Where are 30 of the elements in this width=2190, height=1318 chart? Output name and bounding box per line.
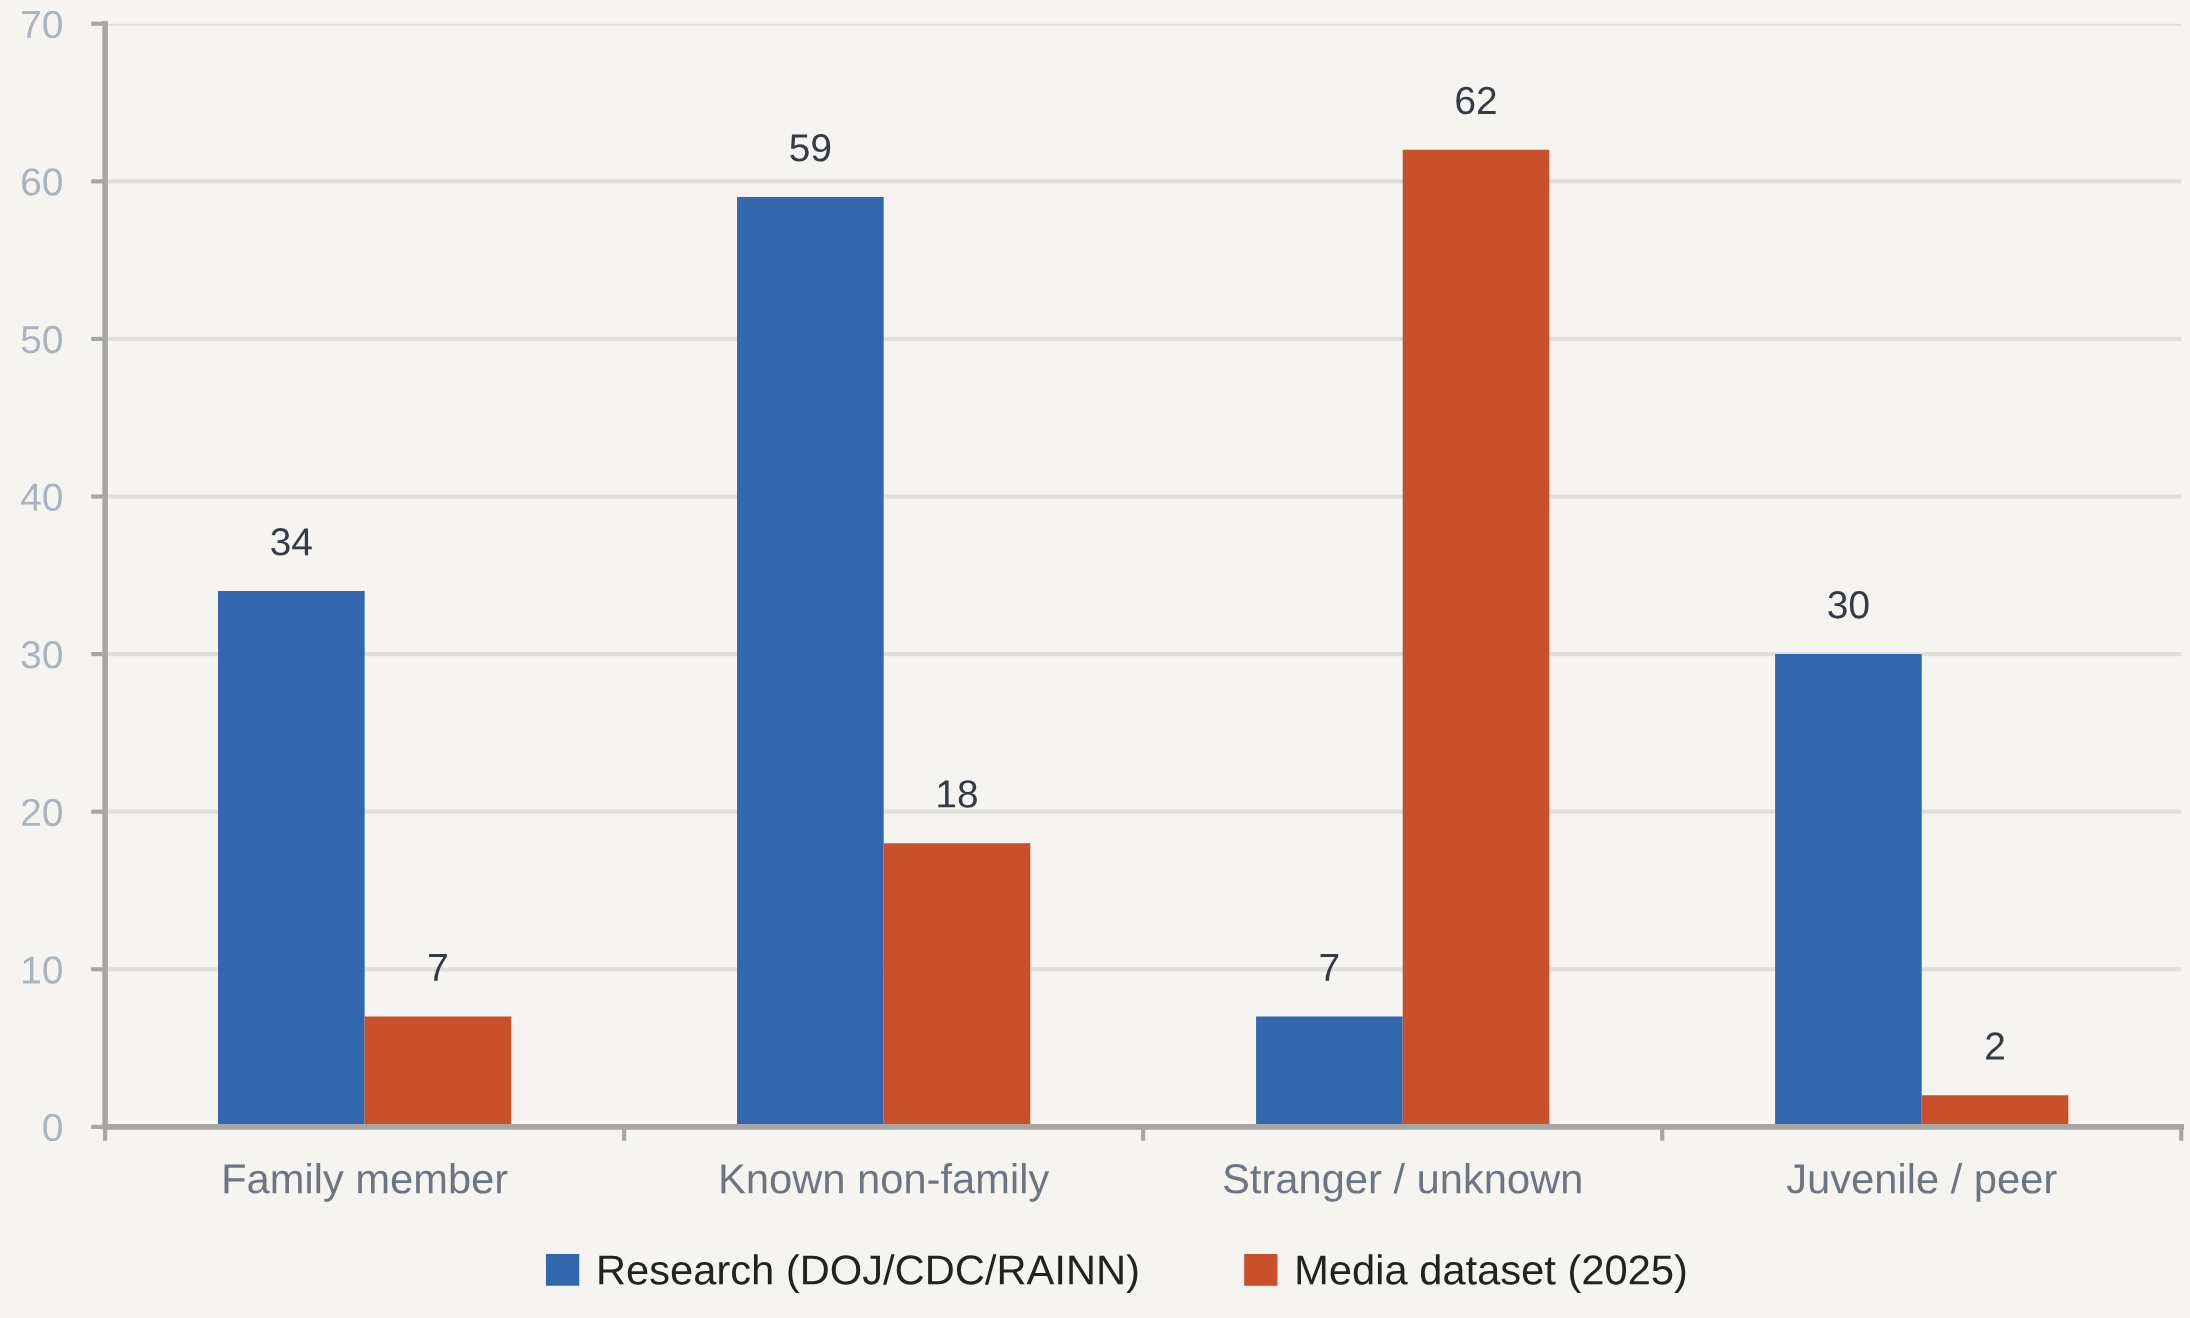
data-label: 7 bbox=[429, 953, 447, 981]
y-tick-label: 40 bbox=[21, 483, 62, 511]
bar bbox=[1921, 1095, 2069, 1127]
bar bbox=[1775, 654, 1922, 1127]
y-tick-label: 70 bbox=[22, 10, 62, 39]
data-label: 59 bbox=[790, 134, 831, 162]
y-tick-label: 10 bbox=[23, 956, 62, 984]
data-label: 62 bbox=[1456, 86, 1496, 115]
legend-label: Media dataset (2025) bbox=[1297, 1254, 1686, 1293]
y-tick-label: 50 bbox=[21, 325, 62, 354]
x-tick-label: Family member bbox=[224, 1163, 508, 1202]
legend-label: Research (DOJ/CDC/RAINN) bbox=[599, 1254, 1138, 1293]
data-label: 34 bbox=[271, 528, 312, 556]
x-tick-label: Stranger / unknown bbox=[1223, 1163, 1581, 1202]
y-tick-label: 0 bbox=[43, 1113, 62, 1142]
data-label: 7 bbox=[1320, 953, 1339, 981]
bar bbox=[1402, 149, 1550, 1127]
bar bbox=[883, 843, 1031, 1127]
bar bbox=[364, 1016, 512, 1127]
bar bbox=[1256, 1016, 1403, 1127]
y-tick-label: 60 bbox=[22, 168, 62, 196]
x-tick-label: Known non-family bbox=[721, 1163, 1050, 1202]
bar bbox=[218, 591, 365, 1127]
x-tick-label: Juvenile / peer bbox=[1786, 1163, 2057, 1202]
data-label: 18 bbox=[938, 780, 977, 808]
data-label: 2 bbox=[1986, 1032, 2004, 1060]
y-tick-label: 20 bbox=[22, 798, 62, 827]
data-label: 30 bbox=[1828, 591, 1869, 619]
bar bbox=[737, 197, 884, 1127]
y-tick-label: 30 bbox=[21, 641, 62, 669]
